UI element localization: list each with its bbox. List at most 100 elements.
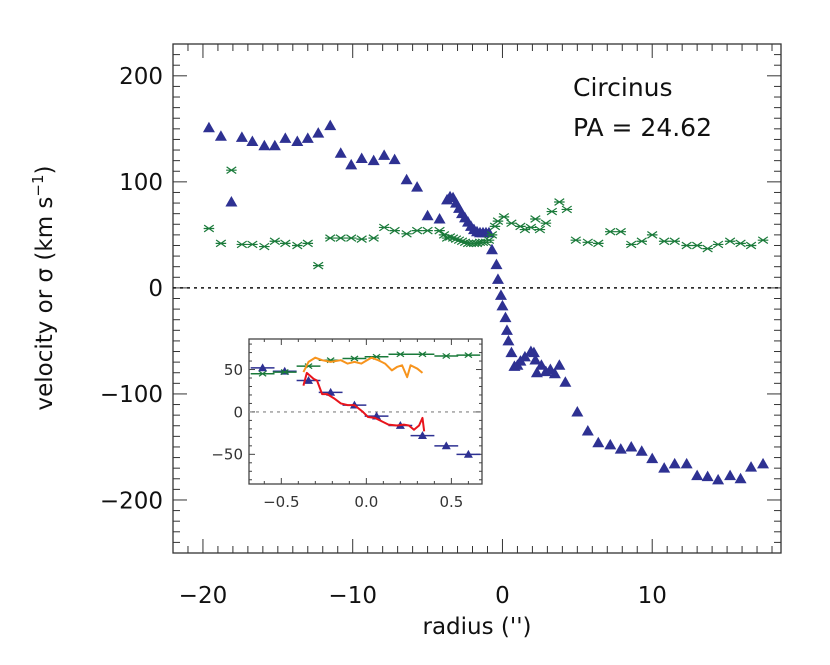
sigma-point <box>525 223 537 232</box>
velocity-point <box>635 445 648 456</box>
sigma-point <box>669 237 680 246</box>
sigma-point <box>434 226 445 235</box>
sigma-point <box>605 227 616 236</box>
inset-background <box>249 339 482 484</box>
inset-plot: −0.5 0.0 0.5 50 0 −50 <box>211 338 483 511</box>
sigma-point <box>259 242 270 251</box>
x-tick-label: 10 <box>638 583 667 609</box>
velocity-point <box>701 470 714 482</box>
y-tick-label: 50 <box>224 361 243 379</box>
velocity-point <box>355 152 368 164</box>
velocity-point <box>367 154 380 166</box>
y-tick-label: 200 <box>119 64 163 90</box>
sigma-point <box>411 226 423 235</box>
velocity-point <box>559 376 572 387</box>
velocity-point <box>433 212 446 224</box>
sigma-point <box>582 238 594 247</box>
y-tick-label: −50 <box>211 446 243 464</box>
velocity-point <box>312 127 325 138</box>
sigma-point <box>442 352 451 359</box>
velocity-point <box>571 405 584 417</box>
sigma-point <box>396 351 405 358</box>
velocity-point <box>324 119 337 131</box>
velocity-point <box>734 472 747 484</box>
sigma-point <box>302 239 314 248</box>
sigma-point <box>506 219 517 228</box>
velocity-point <box>592 436 605 448</box>
velocity-point <box>400 173 413 185</box>
sigma-point <box>757 236 769 245</box>
velocity-point <box>258 139 271 151</box>
annotation-galaxy-name: Circinus <box>573 73 673 102</box>
velocity-point <box>491 273 504 284</box>
velocity-point <box>496 299 509 311</box>
velocity-point <box>301 132 314 143</box>
annotation-position-angle: PA = 24.62 <box>573 113 712 142</box>
sigma-point <box>368 234 379 242</box>
velocity-point <box>485 243 498 255</box>
velocity-point <box>691 469 704 481</box>
y-tick-label: −100 <box>100 382 163 408</box>
sigma-point <box>345 234 357 242</box>
velocity-point <box>202 121 215 133</box>
velocity-point <box>441 441 451 450</box>
velocity-point <box>581 425 594 436</box>
velocity-point <box>214 130 227 141</box>
sigma-point <box>269 237 281 246</box>
sigma-point <box>540 219 552 228</box>
x-tick-label: −20 <box>179 583 228 609</box>
sigma-point <box>335 234 347 242</box>
velocity-point <box>378 149 391 160</box>
sigma-point <box>646 231 658 239</box>
y-axis-label-main: velocity or σ (km s <box>32 197 58 411</box>
y-tick-label: 0 <box>148 276 163 302</box>
x-tick-label: 0.5 <box>439 493 463 511</box>
sigma-point <box>389 226 400 235</box>
sigma-point <box>247 240 258 249</box>
velocity-point <box>604 438 617 450</box>
sigma-point <box>636 237 648 246</box>
velocity-point <box>279 132 292 143</box>
x-tick-label: 0.0 <box>354 493 378 511</box>
y-axis-label-superscript: −1 <box>29 174 47 196</box>
velocity-point <box>500 324 513 335</box>
sigma-line <box>302 356 424 379</box>
sigma-point <box>745 241 757 250</box>
sigma-point <box>691 241 703 250</box>
velocity-point <box>724 469 737 481</box>
velocity-point <box>502 334 515 346</box>
sigma-point <box>486 231 498 239</box>
velocity-point <box>304 376 314 384</box>
x-tick-label: −10 <box>328 583 377 609</box>
velocity-point <box>548 367 561 379</box>
velocity-point <box>494 289 507 300</box>
sigma-point <box>625 240 637 249</box>
sigma-point <box>280 239 291 248</box>
sigma-point <box>735 239 746 248</box>
sigma-point <box>226 166 237 175</box>
velocity-point <box>527 346 540 358</box>
sigma-point <box>530 215 541 223</box>
sigma-point <box>215 239 227 248</box>
velocity-point <box>345 158 358 170</box>
velocity-point <box>291 135 304 147</box>
sigma-point <box>324 234 336 242</box>
sigma-point <box>593 239 604 248</box>
sigma-point <box>258 370 267 377</box>
x-tick-label: −0.5 <box>263 493 299 511</box>
sigma-point <box>280 369 289 376</box>
velocity-point <box>712 473 725 485</box>
velocity-point <box>490 258 503 270</box>
sigma-point <box>570 236 582 245</box>
sigma-point <box>498 212 510 221</box>
sigma-point <box>724 237 736 246</box>
sigma-point <box>561 205 573 214</box>
sigma-point <box>292 241 303 250</box>
velocity-point <box>225 196 238 207</box>
y-tick-label: −200 <box>100 488 163 514</box>
velocity-point <box>235 131 248 142</box>
sigma-point <box>356 235 367 243</box>
sigma-point <box>236 240 248 249</box>
